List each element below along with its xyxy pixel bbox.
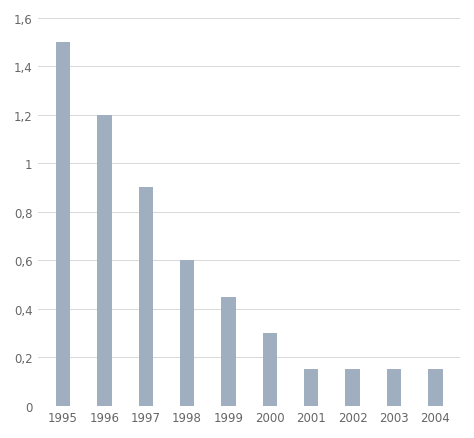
Bar: [346, 369, 360, 406]
Bar: [387, 369, 401, 406]
Bar: [138, 188, 153, 406]
Bar: [97, 116, 111, 406]
Bar: [56, 43, 70, 406]
Bar: [304, 369, 319, 406]
Bar: [180, 261, 194, 406]
Bar: [428, 369, 443, 406]
Bar: [221, 297, 236, 406]
Bar: [263, 333, 277, 406]
